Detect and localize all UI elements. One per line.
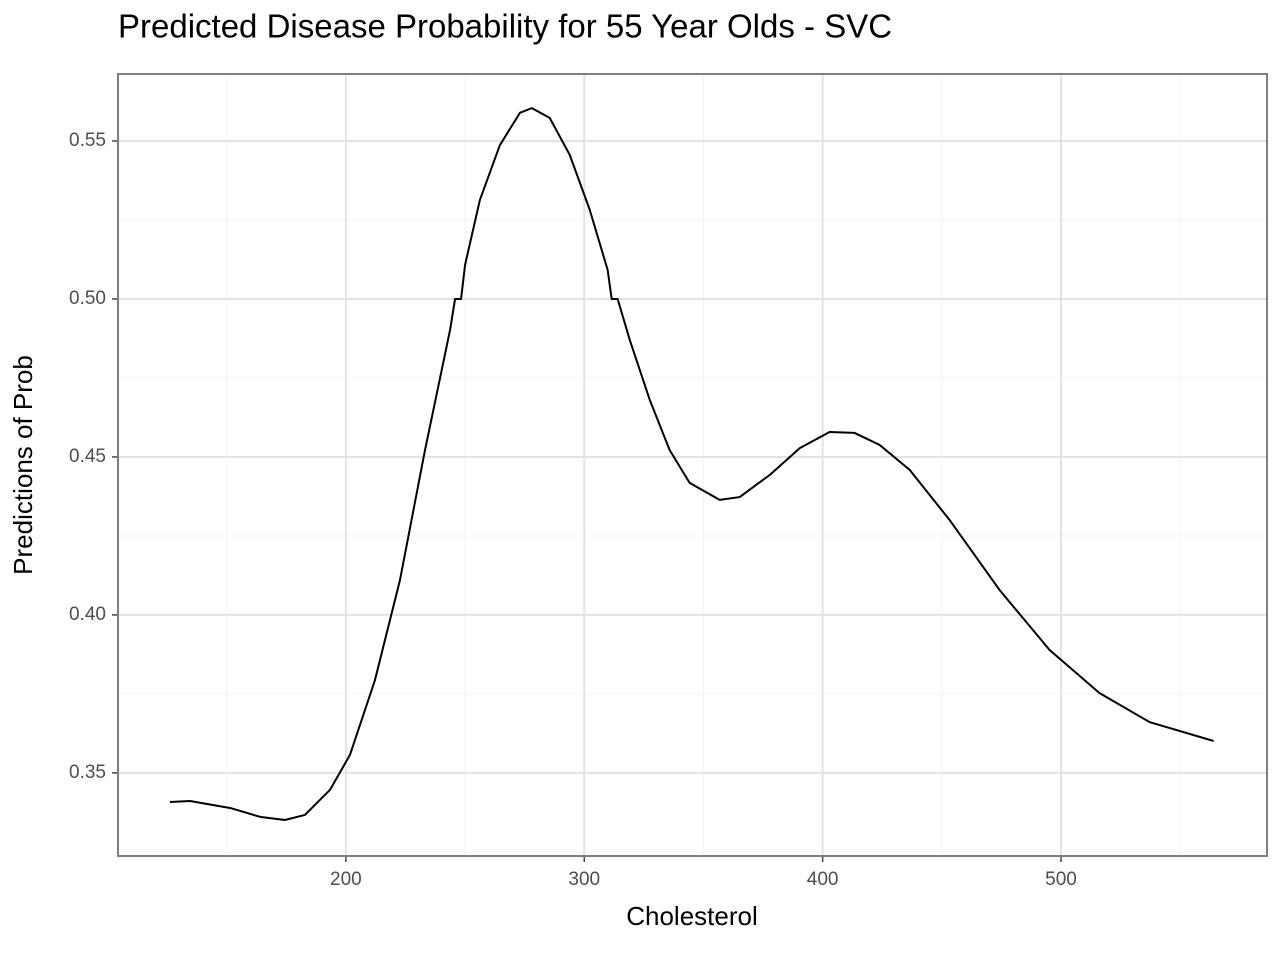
y-tick-label: 0.55 [69,130,106,151]
x-tick-label: 500 [1045,869,1077,890]
plot-border [117,73,1268,857]
y-tick-label: 0.50 [69,288,106,309]
plot-area: 200 300 400 500 0.35 0.40 0.45 0.50 0.55 [69,73,1268,890]
chart-title: Predicted Disease Probability for 55 Yea… [118,8,892,45]
data-line [169,107,1214,821]
y-axis-label: Predictions of Prob [8,355,38,575]
y-tick-label: 0.40 [69,604,106,625]
x-axis-label: Cholesterol [626,901,758,931]
x-tick-label: 400 [807,869,839,890]
x-tick-label: 300 [568,869,600,890]
y-tick-label: 0.35 [69,762,106,783]
y-tick-label: 0.45 [69,446,106,467]
x-tick-label: 200 [330,869,362,890]
